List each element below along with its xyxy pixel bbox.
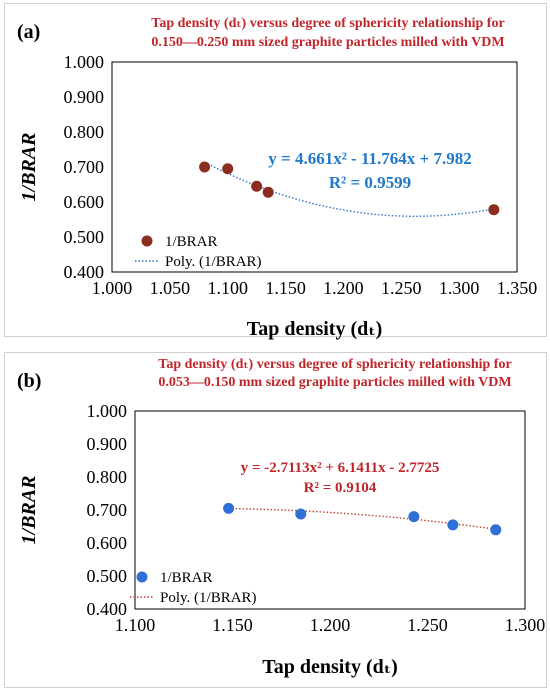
trendline: [228, 507, 496, 530]
x-axis-title: Tap density (dₜ): [262, 656, 398, 678]
legend-label-trendline: Poly. (1/BRAR): [165, 254, 262, 270]
data-point: [295, 508, 307, 520]
chart-panel-b: (b) Tap density (dₜ) versus degree of sph…: [4, 352, 547, 688]
y-tick-label: 0.700: [87, 500, 128, 520]
y-tick-label: 0.700: [64, 157, 105, 177]
chart-title-line-2: 0.150—0.250 mm sized graphite particles …: [151, 35, 504, 50]
legend-marker: [136, 571, 148, 583]
y-tick-label: 0.500: [87, 566, 128, 586]
x-tick-label: 1.200: [310, 615, 351, 635]
legend-label-trendline: Poly. (1/BRAR): [160, 590, 257, 606]
y-tick-label: 1.000: [87, 401, 128, 421]
x-tick-label: 1.250: [407, 615, 448, 635]
data-point: [262, 186, 274, 198]
panel-label: (a): [17, 21, 40, 43]
y-tick-label: 0.600: [87, 533, 128, 553]
chart-title-line-2: 0.053—0.150 mm sized graphite particles …: [158, 375, 511, 390]
y-tick-label: 0.900: [64, 87, 105, 107]
r-squared-label: R² = 0.9104: [304, 480, 377, 496]
plot-area: [134, 410, 526, 610]
data-point: [447, 519, 459, 531]
chart-title-line-1: Tap density (dₜ) versus degree of spheri…: [151, 16, 504, 31]
x-axis-title: Tap density (dₜ): [247, 318, 383, 340]
y-tick-label: 0.800: [64, 122, 105, 142]
data-point: [408, 511, 420, 523]
chart-panel-a: (a) Tap density (dₜ) versus degree of sph…: [4, 3, 547, 340]
y-tick-label: 0.900: [87, 434, 128, 454]
x-tick-label: 1.200: [323, 278, 364, 298]
y-tick-label: 0.500: [64, 227, 105, 247]
chart-b-svg: (b) Tap density (dₜ) versus degree of sph…: [17, 357, 546, 678]
chart-title-line-1: Tap density (dₜ) versus degree of spheri…: [158, 357, 511, 372]
data-point: [222, 163, 234, 175]
y-tick-label: 0.400: [64, 262, 105, 282]
x-tick-label: 1.050: [150, 278, 191, 298]
y-axis-title: 1/BRAR: [18, 476, 40, 545]
y-axis-title: 1/BRAR: [18, 133, 40, 202]
r-squared-label: R² = 0.9599: [329, 173, 411, 192]
x-tick-label: 1.350: [497, 278, 538, 298]
y-tick-label: 0.800: [87, 467, 128, 487]
x-tick-label: 1.150: [212, 615, 253, 635]
x-tick-label: 1.100: [207, 278, 248, 298]
x-tick-label: 1.300: [505, 615, 546, 635]
trendline-equation: y = 4.661x² - 11.764x + 7.982: [268, 149, 471, 168]
x-tick-label: 1.250: [381, 278, 422, 298]
x-tick-label: 1.100: [115, 615, 156, 635]
data-point: [199, 161, 211, 173]
data-point: [223, 502, 235, 514]
y-tick-label: 0.600: [64, 192, 105, 212]
plot-area: [111, 61, 518, 273]
data-point: [251, 180, 263, 192]
y-tick-label: 0.400: [87, 599, 128, 619]
legend-label-series: 1/BRAR: [160, 570, 213, 586]
legend-label-series: 1/BRAR: [165, 234, 218, 250]
y-tick-label: 1.000: [64, 52, 105, 72]
chart-a-svg: (a) Tap density (dₜ) versus degree of sph…: [17, 16, 538, 340]
data-point: [490, 524, 502, 536]
trendline-equation: y = -2.7113x² + 6.1411x - 2.7725: [241, 460, 440, 476]
data-point: [488, 204, 500, 216]
x-tick-label: 1.000: [92, 278, 133, 298]
legend-marker: [141, 235, 153, 247]
x-tick-label: 1.150: [265, 278, 306, 298]
panel-label: (b): [17, 370, 41, 392]
x-tick-label: 1.300: [439, 278, 480, 298]
